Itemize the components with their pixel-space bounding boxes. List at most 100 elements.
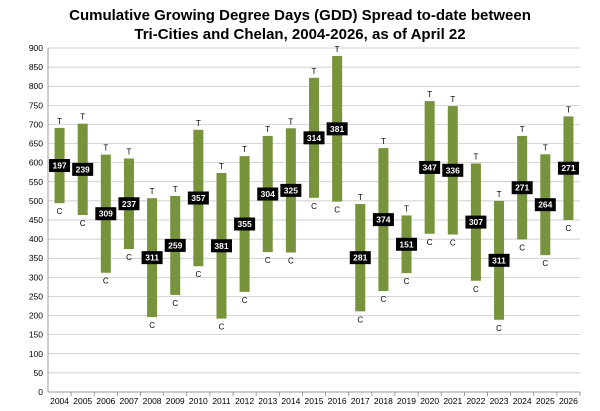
data-label-box (141, 251, 163, 265)
tri-cities-marker: T (57, 117, 62, 126)
data-label-box (488, 253, 510, 267)
x-tick-label: 2004 (50, 396, 69, 406)
tri-cities-marker: T (520, 125, 525, 134)
y-tick-label: 600 (29, 158, 43, 168)
data-label: 259 (168, 240, 182, 250)
x-tick-label: 2020 (420, 396, 439, 406)
chelan-marker: C (195, 270, 201, 279)
data-label-box (557, 161, 579, 175)
tri-cities-marker: T (103, 144, 108, 153)
data-label: 239 (76, 164, 90, 174)
y-tick-label: 50 (34, 368, 44, 378)
tri-cities-marker: T (358, 193, 363, 202)
tri-cities-marker: T (566, 105, 571, 114)
data-label-box (465, 215, 487, 229)
y-tick-label: 500 (29, 196, 43, 206)
chelan-marker: C (381, 295, 387, 304)
data-label-box (534, 198, 556, 212)
tri-cities-marker: T (381, 137, 386, 146)
data-label: 311 (492, 255, 506, 265)
chelan-marker: C (357, 315, 363, 324)
tri-cities-marker: T (242, 145, 247, 154)
x-tick-label: 2022 (466, 396, 485, 406)
tri-cities-marker: T (219, 162, 224, 171)
x-tick-label: 2021 (443, 396, 462, 406)
data-label-box (303, 131, 325, 145)
x-tick-label: 2006 (96, 396, 115, 406)
tri-cities-marker: T (173, 185, 178, 194)
data-label: 325 (284, 185, 298, 195)
data-label: 309 (99, 209, 113, 219)
tri-cities-marker: T (150, 187, 155, 196)
chelan-marker: C (103, 277, 109, 286)
data-label: 264 (538, 200, 552, 210)
data-label: 347 (423, 162, 437, 172)
tri-cities-marker: T (497, 190, 502, 199)
data-label: 281 (353, 253, 367, 263)
data-label-box (326, 122, 348, 136)
data-label-box (164, 238, 186, 252)
tri-cities-marker: T (288, 117, 293, 126)
x-tick-label: 2013 (258, 396, 277, 406)
data-label: 151 (399, 239, 413, 249)
data-label: 307 (469, 217, 483, 227)
x-tick-label: 2017 (351, 396, 370, 406)
tri-cities-marker: T (265, 125, 270, 134)
y-tick-label: 450 (29, 215, 43, 225)
tri-cities-marker: T (543, 143, 548, 152)
chelan-marker: C (427, 238, 433, 247)
y-tick-label: 750 (29, 100, 43, 110)
chelan-marker: C (473, 285, 479, 294)
x-tick-label: 2005 (73, 396, 92, 406)
data-label: 314 (307, 133, 321, 143)
data-label-box (72, 162, 94, 176)
y-tick-label: 900 (29, 43, 43, 53)
spread-bars: T C 197 T C 239 T C 309 T C 237 T C 311 T C 259 T C 357 T C 381… (49, 45, 579, 333)
x-tick-label: 2023 (490, 396, 509, 406)
data-label: 381 (214, 241, 228, 251)
data-label-box (396, 237, 418, 251)
y-axis: 0 50 100 150 200 250 300 350 400 450 500 550 600 650 7… (29, 43, 49, 397)
x-tick-label: 2015 (305, 396, 324, 406)
data-label-box (210, 239, 232, 253)
chelan-marker: C (288, 256, 294, 265)
y-tick-label: 250 (29, 291, 43, 301)
data-label: 381 (330, 124, 344, 134)
chelan-marker: C (172, 299, 178, 308)
x-tick-label: 2019 (397, 396, 416, 406)
chelan-marker: C (126, 253, 132, 262)
chelan-marker: C (519, 243, 525, 252)
y-tick-label: 100 (29, 349, 43, 359)
chelan-marker: C (496, 324, 502, 333)
chelan-marker: C (57, 207, 63, 216)
tri-cities-marker: T (312, 67, 317, 76)
data-label: 336 (446, 165, 460, 175)
tri-cities-marker: T (80, 113, 85, 122)
data-label: 271 (561, 163, 575, 173)
data-label-box (349, 251, 371, 265)
x-tick-label: 2010 (189, 396, 208, 406)
y-tick-label: 850 (29, 62, 43, 72)
x-tick-label: 2024 (513, 396, 532, 406)
tri-cities-marker: T (473, 152, 478, 161)
x-tick-label: 2009 (166, 396, 185, 406)
y-tick-label: 400 (29, 234, 43, 244)
y-tick-label: 700 (29, 119, 43, 129)
chelan-marker: C (334, 206, 340, 215)
x-tick-label: 2007 (119, 396, 138, 406)
chart-subtitle: Tri-Cities and Chelan, 2004-2026, as of … (134, 26, 465, 43)
chelan-marker: C (80, 219, 86, 228)
data-label: 355 (238, 219, 252, 229)
data-label-box (511, 181, 533, 195)
data-label-box (187, 191, 209, 205)
x-tick-label: 2016 (328, 396, 347, 406)
chelan-marker: C (219, 323, 225, 332)
y-tick-label: 800 (29, 81, 43, 91)
data-label-box (49, 159, 71, 173)
data-label: 304 (261, 189, 275, 199)
data-label-box (118, 197, 140, 211)
data-label: 374 (376, 215, 390, 225)
chelan-marker: C (311, 202, 317, 211)
chelan-marker: C (149, 321, 155, 330)
